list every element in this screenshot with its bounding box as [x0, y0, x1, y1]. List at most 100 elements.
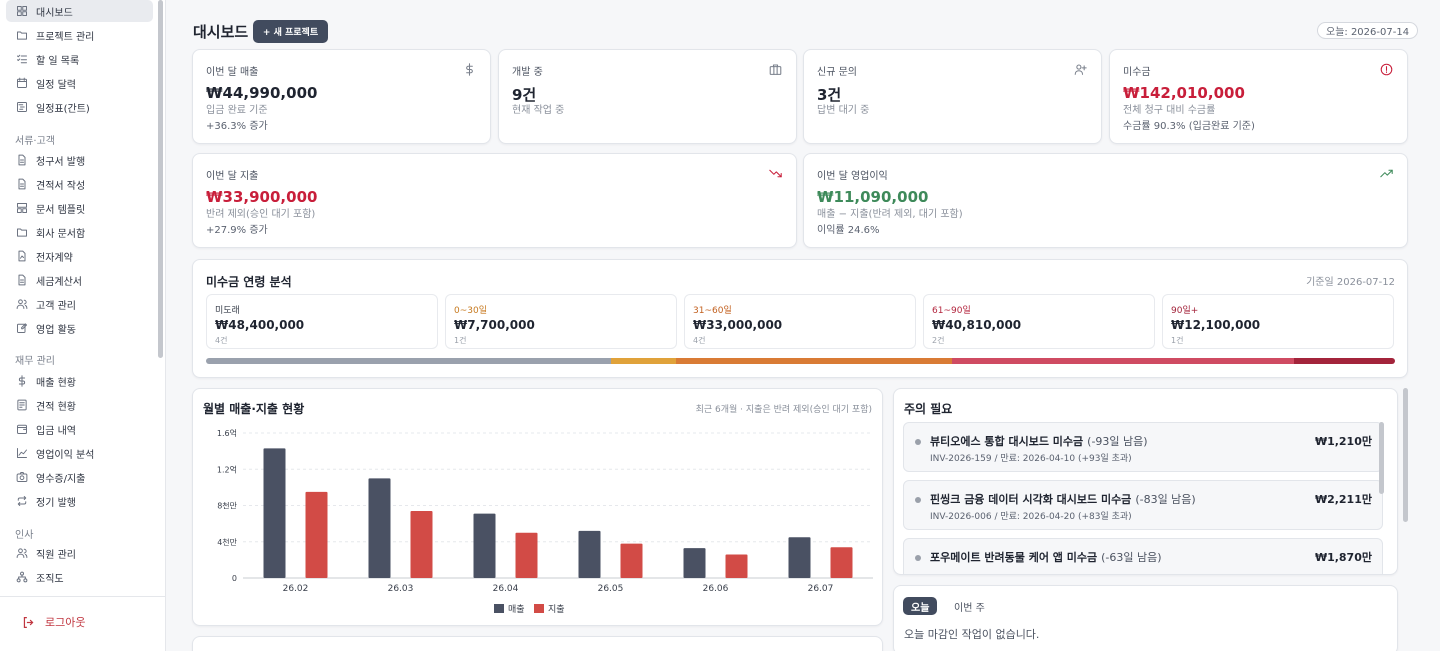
receipt-icon	[16, 399, 28, 411]
attention-card: 주의 필요 뷰티오에스 통합 대시보드 미수금 (-93일 남음) INV-2026…	[893, 388, 1398, 575]
chart-title: 월별 매출·지출 현황	[203, 402, 305, 416]
x-tick-label: 26.02	[283, 584, 309, 594]
bar-expense	[410, 510, 433, 578]
kpi-label: 이번 달 지출	[206, 171, 259, 182]
x-tick-label: 26.06	[703, 584, 729, 594]
aging-bucket: 90일+ ₩12,100,000 1건	[1162, 294, 1394, 349]
bar-revenue	[263, 448, 286, 578]
aging-bucket-label: 0~30일	[454, 306, 487, 316]
sidebar-item-label: 직원 관리	[36, 549, 76, 561]
aging-bucket-label: 61~90일	[932, 306, 971, 316]
checklist-icon	[16, 53, 28, 65]
logout-button[interactable]: 로그아웃	[22, 614, 85, 630]
x-tick-label: 26.05	[598, 584, 624, 594]
tab-this-week[interactable]: 이번 주	[954, 602, 985, 614]
sidebar-item-top-3[interactable]: 일정 달력	[6, 72, 153, 94]
dollar-icon	[16, 375, 28, 387]
sidebar-item-label: 프로젝트 관리	[36, 31, 95, 43]
section-label-docs: 서류·고객	[15, 136, 55, 147]
sidebar-item-finance-2[interactable]: 입금 내역	[6, 418, 153, 440]
attention-item-title: 포우메이트 반려동물 케어 앱 미수금 (-63일 남음)	[930, 549, 1162, 565]
kpi-label: 개발 중	[512, 67, 543, 78]
sidebar-item-docs-0[interactable]: 청구서 발행	[6, 149, 153, 171]
kpi-label: 미수금	[1123, 67, 1151, 78]
bar-expense	[305, 491, 328, 578]
y-tick-label: 0	[232, 574, 237, 583]
kpi-card: 신규 문의 3건 답변 대기 중	[803, 49, 1102, 144]
attention-item[interactable]: 포우메이트 반려동물 케어 앱 미수금 (-63일 남음) ₩1,870만	[903, 538, 1383, 574]
sidebar-item-label: 세금계산서	[36, 276, 82, 288]
sidebar-item-finance-5[interactable]: 정기 발행	[6, 490, 153, 512]
attention-item[interactable]: 뷰티오에스 통합 대시보드 미수금 (-93일 남음) INV-2026-159 /…	[903, 422, 1383, 472]
attention-title: 주의 필요	[904, 402, 953, 416]
aging-bar-segment	[1293, 358, 1395, 364]
attention-scrollbar[interactable]	[1379, 422, 1384, 494]
kpi-label: 신규 문의	[817, 67, 857, 78]
aging-bucket: 0~30일 ₩7,700,000 1건	[445, 294, 677, 349]
aging-bucket: 61~90일 ₩40,810,000 2건	[923, 294, 1155, 349]
tab-today[interactable]: 오늘	[903, 597, 938, 615]
legend-label: 매출	[508, 604, 525, 615]
page-title: 대시보드	[193, 23, 249, 41]
folder-icon	[16, 226, 28, 238]
sidebar-item-label: 대시보드	[36, 7, 73, 19]
sidebar-item-docs-3[interactable]: 회사 문서함	[6, 221, 153, 243]
repeat-icon	[16, 495, 28, 507]
trending-up-icon	[1380, 167, 1393, 180]
sidebar-item-top-2[interactable]: 할 일 목록	[6, 48, 153, 70]
kpi-subtext: 반려 제외(승인 대기 포함)	[206, 209, 316, 220]
sidebar-item-finance-0[interactable]: 매출 현황	[6, 370, 153, 392]
y-tick-label: 4천만	[217, 537, 237, 547]
sidebar-item-docs-6[interactable]: 고객 관리	[6, 293, 153, 315]
users-icon	[16, 298, 28, 310]
attention-item-dday: (-83일 남음)	[1135, 493, 1196, 506]
sidebar-item-label: 영업이익 분석	[36, 449, 95, 461]
attention-item-amount: ₩1,210만	[1314, 435, 1372, 448]
camera-icon	[16, 471, 28, 483]
new-project-button[interactable]: + 새 프로젝트	[253, 20, 328, 43]
sidebar-item-docs-1[interactable]: 견적서 작성	[6, 173, 153, 195]
sidebar-item-top-1[interactable]: 프로젝트 관리	[6, 24, 153, 46]
sidebar-item-docs-5[interactable]: 세금계산서	[6, 269, 153, 291]
page-scrollbar[interactable]	[1403, 388, 1408, 522]
bar-revenue	[368, 478, 391, 578]
aging-date: 기준일 2026-07-12	[1306, 277, 1395, 288]
bar-revenue	[683, 548, 706, 578]
sidebar-item-top-4[interactable]: 일정표(간트)	[6, 96, 153, 118]
folder-icon	[16, 29, 28, 41]
org-chart-icon	[16, 571, 28, 583]
briefcase-icon	[769, 63, 782, 76]
aging-bucket-count: 2건	[932, 336, 945, 345]
sidebar-item-finance-3[interactable]: 영업이익 분석	[6, 442, 153, 464]
sidebar-item-docs-7[interactable]: 영업 활동	[6, 317, 153, 339]
kpi-subtext: 전체 청구 대비 수금률	[1123, 105, 1216, 116]
sidebar-item-hr-0[interactable]: 직원 관리	[6, 542, 153, 564]
sidebar-scrollbar[interactable]	[158, 0, 163, 358]
legend-swatch	[494, 604, 504, 613]
attention-item[interactable]: 핀씽크 금융 데이터 시각화 대시보드 미수금 (-83일 남음) INV-2026…	[903, 480, 1383, 530]
bar-chart: 0 4천만 8천만 1.2억 1.6억 26.02 26.03 26.04 26.05 26.06…	[217, 428, 873, 615]
sidebar-item-finance-1[interactable]: 견적 현황	[6, 394, 153, 416]
aging-bar-segment	[611, 358, 676, 364]
attention-item-dday: (-93일 남음)	[1087, 435, 1148, 448]
sidebar-item-label: 영수증/지출	[36, 473, 86, 485]
monthly-chart-card: 월별 매출·지출 현황 최근 6개월 · 지출은 반려 제외(승인 대기 포함)…	[192, 388, 883, 626]
bar-expense	[725, 554, 748, 578]
logout-label: 로그아웃	[45, 616, 86, 629]
sidebar-item-top-0[interactable]: 대시보드	[6, 0, 153, 22]
sidebar-item-label: 일정표(간트)	[36, 103, 90, 115]
x-tick-label: 26.07	[808, 584, 834, 594]
sidebar-item-label: 고객 관리	[36, 300, 76, 312]
status-dot	[915, 439, 921, 445]
sidebar-item-docs-4[interactable]: 전자계약	[6, 245, 153, 267]
sidebar-item-finance-4[interactable]: 영수증/지출	[6, 466, 153, 488]
sidebar-item-docs-2[interactable]: 문서 템플릿	[6, 197, 153, 219]
aging-bucket-count: 1건	[1171, 336, 1184, 345]
sidebar-item-hr-1[interactable]: 조직도	[6, 566, 153, 588]
attention-item-title: 뷰티오에스 통합 대시보드 미수금 (-93일 남음)	[930, 433, 1148, 449]
sidebar-item-label: 견적 현황	[36, 401, 76, 413]
kpi-card: 이번 달 매출 ₩44,990,000 입금 완료 기준 +36.3% 증가	[192, 49, 491, 144]
kpi-value: ₩142,010,000	[1123, 84, 1245, 102]
edit-icon	[16, 322, 28, 334]
aging-title: 미수금 연령 분석	[206, 275, 292, 289]
